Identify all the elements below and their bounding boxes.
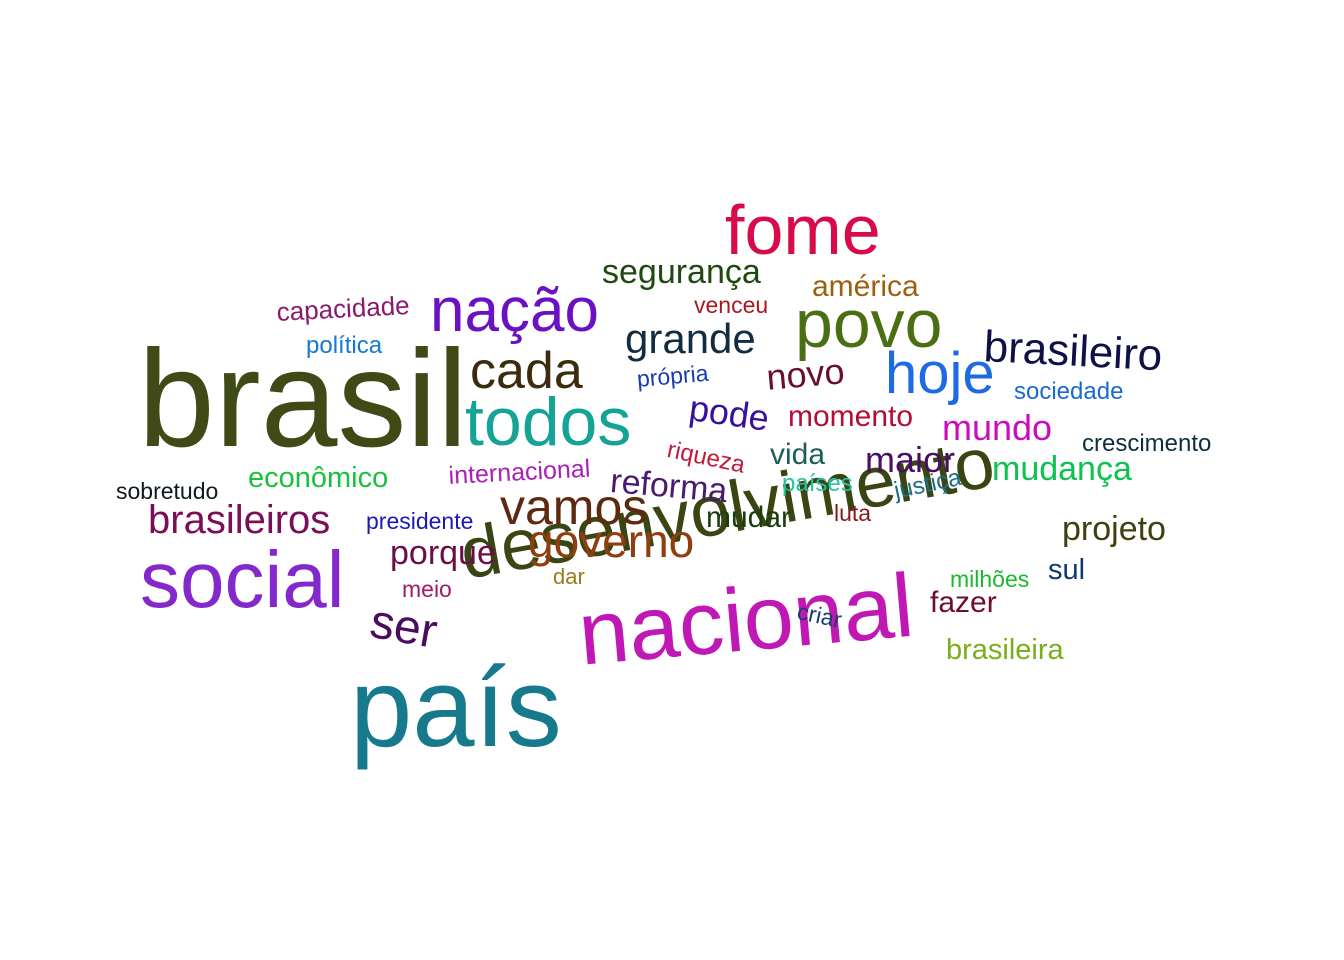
- word-ser: ser: [366, 595, 442, 659]
- word-nacao: nação: [430, 276, 599, 345]
- word-todos: todos: [465, 384, 632, 460]
- word-capacidade: capacidade: [275, 290, 411, 327]
- word-pais: país: [350, 645, 562, 770]
- word-america: américa: [812, 270, 919, 303]
- word-economico: econômico: [248, 462, 389, 494]
- word-social: social: [140, 535, 345, 624]
- word-grande: grande: [625, 315, 756, 362]
- word-maior: maior: [865, 439, 956, 480]
- word-seguranca: segurança: [602, 253, 761, 291]
- word-crescimento: crescimento: [1082, 430, 1212, 457]
- word-pode: pode: [686, 387, 772, 439]
- word-nacional: nacional: [574, 555, 918, 685]
- word-brasileiros: brasileiros: [148, 498, 331, 542]
- word-brasil: brasil: [138, 322, 468, 476]
- word-sobretudo: sobretudo: [116, 478, 219, 504]
- word-novo: novo: [764, 350, 847, 398]
- word-sociedade: sociedade: [1014, 378, 1124, 405]
- word-momento: momento: [788, 400, 914, 433]
- word-presidente: presidente: [366, 508, 474, 534]
- word-mudar: mudar: [706, 501, 792, 534]
- word-brasileira: brasileira: [946, 634, 1064, 666]
- word-luta: luta: [834, 500, 872, 526]
- word-dar: dar: [553, 564, 585, 589]
- word-milhoes: milhões: [950, 566, 1030, 592]
- word-governo: governo: [528, 515, 695, 567]
- word-mundo: mundo: [942, 407, 1053, 448]
- word-fome: fome: [725, 191, 881, 269]
- word-projeto: projeto: [1062, 510, 1166, 548]
- word-porque: porque: [390, 534, 496, 572]
- word-sul: sul: [1048, 554, 1086, 586]
- word-povo: povo: [795, 286, 943, 362]
- word-fazer: fazer: [930, 586, 997, 619]
- word-meio: meio: [402, 576, 452, 602]
- word-cada: cada: [470, 342, 583, 400]
- word-paises: países: [782, 470, 853, 497]
- word-venceu: venceu: [694, 292, 769, 318]
- word-hoje: hoje: [885, 341, 995, 406]
- word-politica: política: [306, 332, 383, 359]
- word-vamos: vamos: [500, 479, 648, 535]
- word-mudanca: mudança: [992, 450, 1132, 488]
- word-propria: própria: [635, 359, 710, 392]
- word-brasileiro: brasileiro: [982, 322, 1164, 381]
- word-vida: vida: [770, 438, 826, 471]
